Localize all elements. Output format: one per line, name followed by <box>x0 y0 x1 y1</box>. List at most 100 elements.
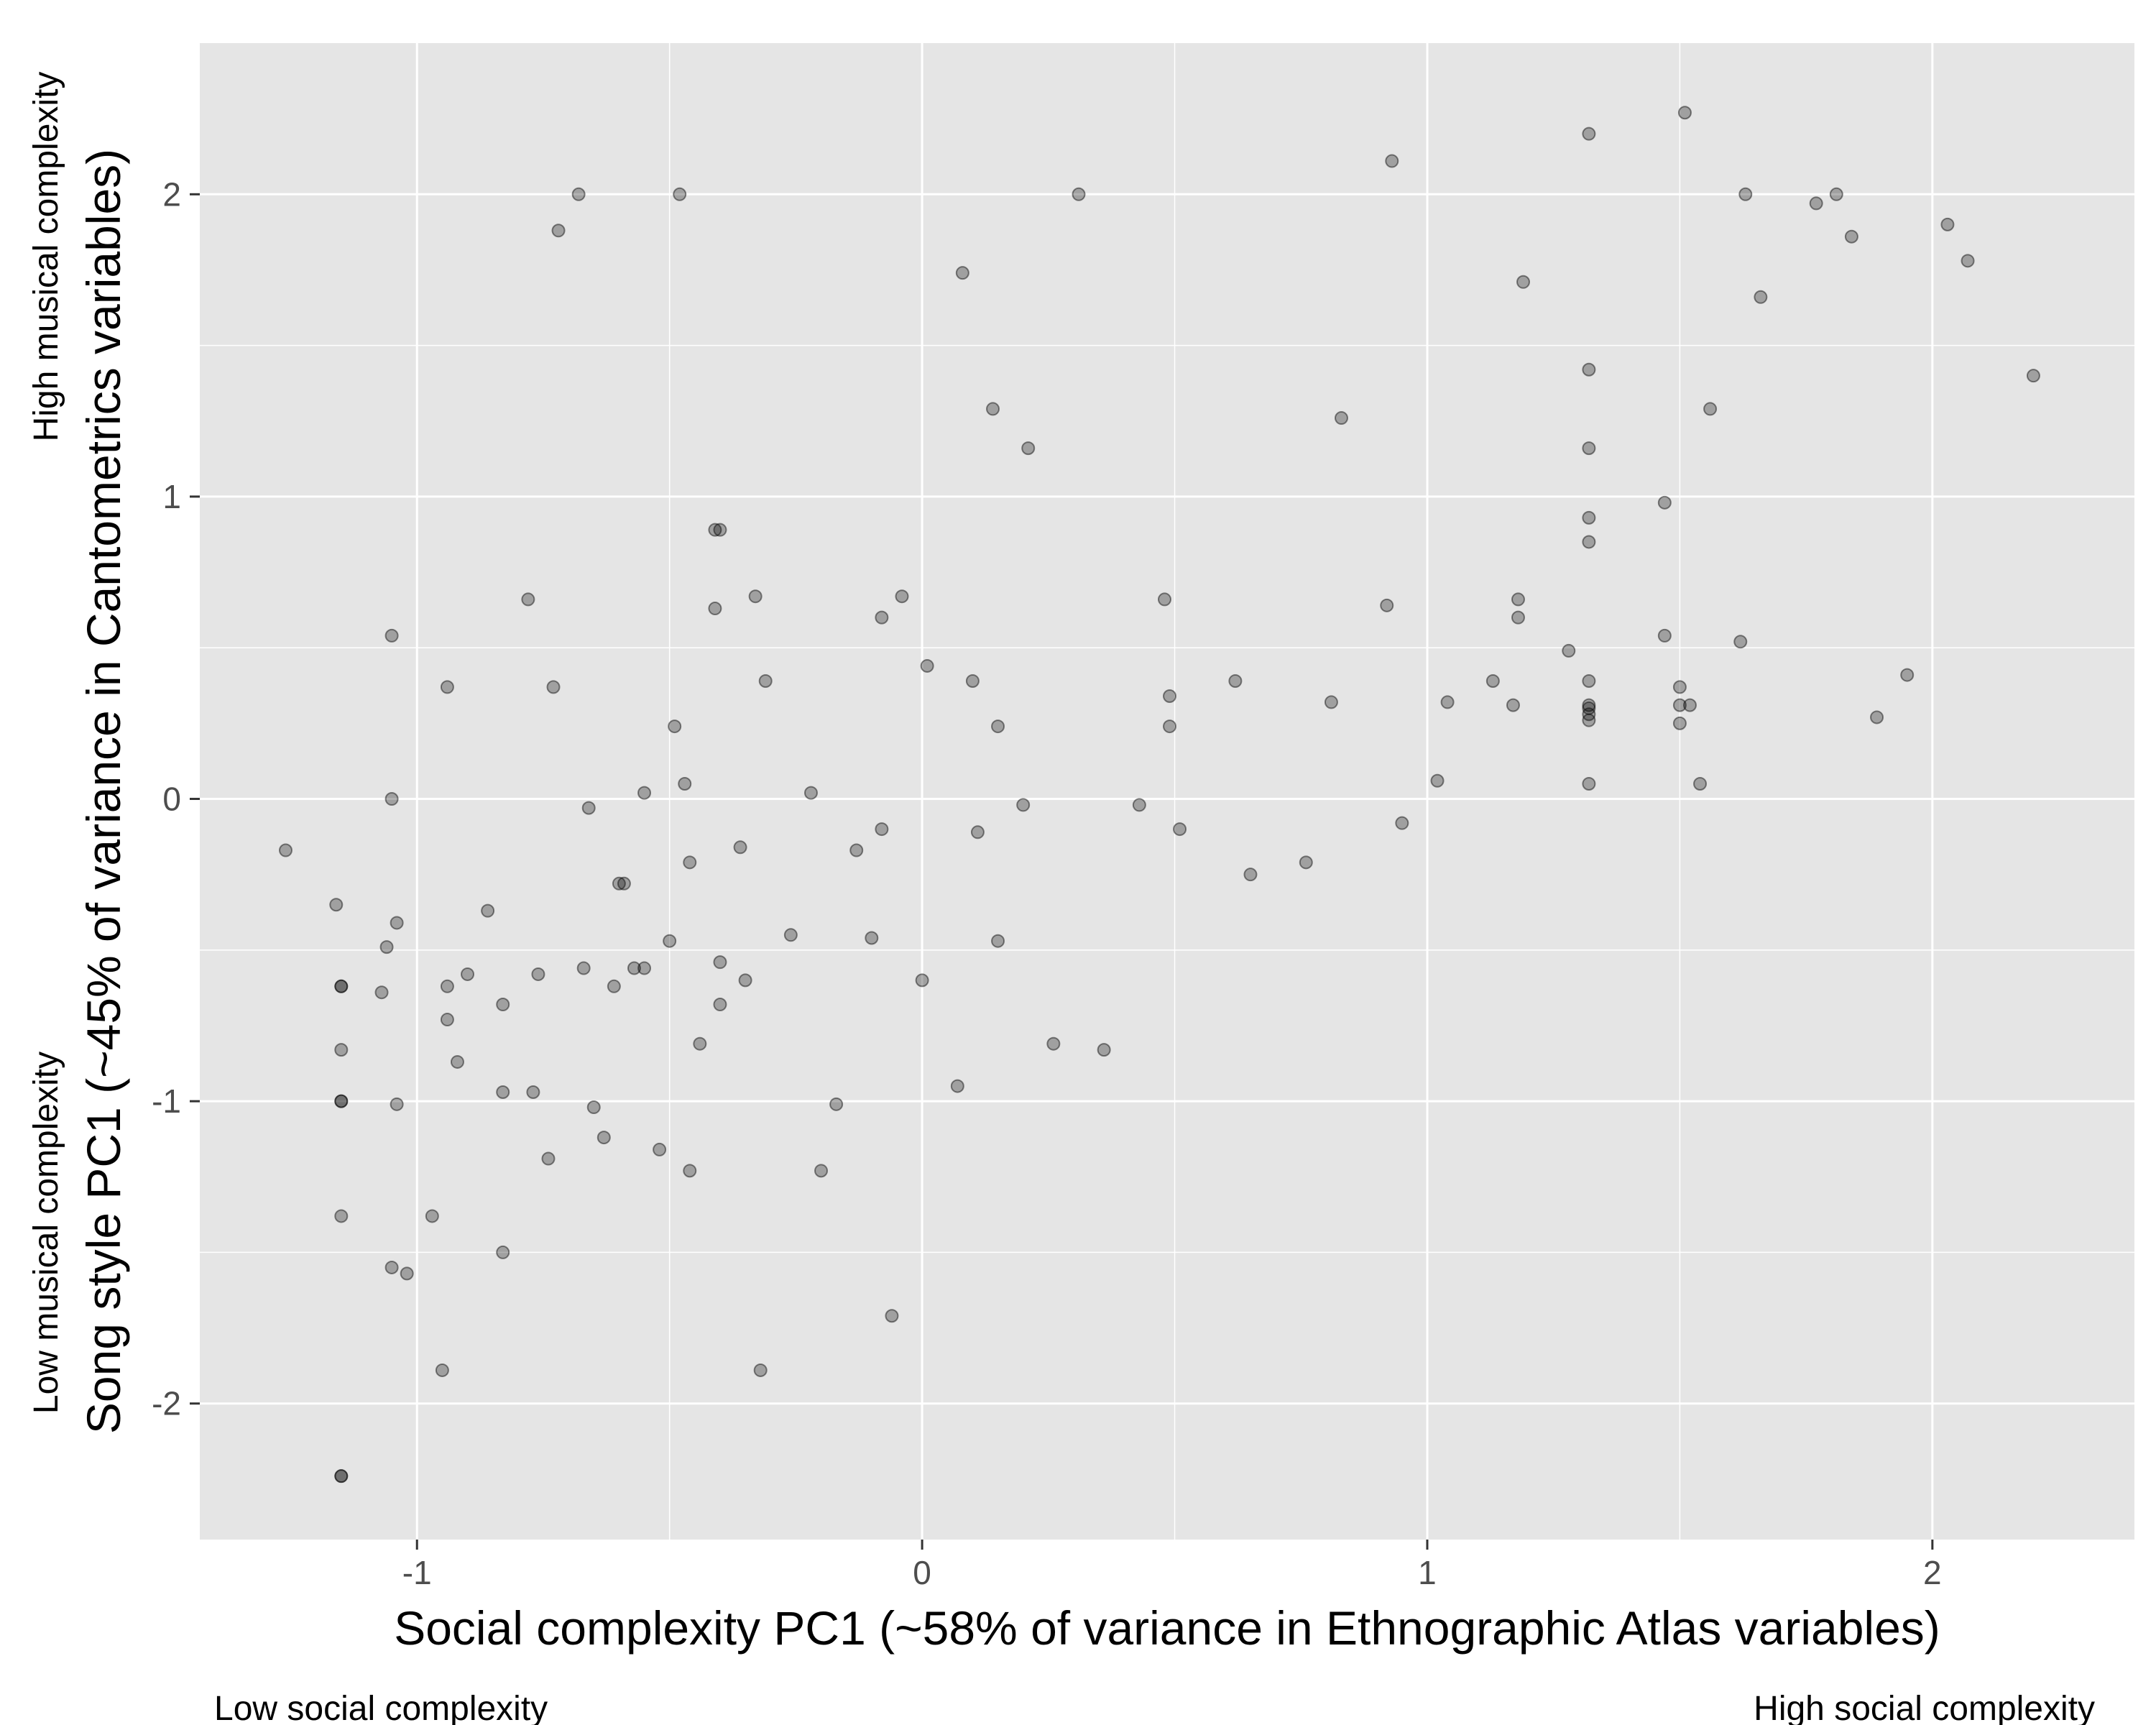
data-point <box>920 658 934 673</box>
data-point <box>1430 773 1445 788</box>
data-point <box>783 928 798 942</box>
data-point <box>875 822 889 837</box>
data-point <box>663 934 677 948</box>
data-points <box>278 106 2040 1484</box>
data-point <box>1829 187 1843 201</box>
data-point <box>334 1209 349 1223</box>
data-point <box>581 801 596 815</box>
y-tick-label: -1 <box>152 1082 181 1120</box>
data-point <box>1440 695 1455 709</box>
data-point <box>1157 592 1171 607</box>
data-point <box>991 934 1005 948</box>
data-point <box>733 840 747 855</box>
data-point <box>374 985 389 1000</box>
data-point <box>607 979 621 993</box>
grid-major <box>200 43 2134 1540</box>
y-low-annotation: Low musical complexity <box>27 1052 65 1414</box>
data-point <box>1844 229 1858 244</box>
data-point <box>753 1363 768 1377</box>
data-point <box>440 1013 454 1027</box>
data-point <box>668 719 682 734</box>
data-point <box>334 1043 349 1057</box>
data-point <box>1072 187 1086 201</box>
data-point <box>1754 290 1768 304</box>
data-point <box>1163 719 1177 734</box>
data-point <box>955 266 969 280</box>
data-point <box>1682 698 1697 712</box>
data-point <box>1511 610 1525 625</box>
data-point <box>1809 196 1823 211</box>
data-point <box>1395 816 1409 830</box>
data-point <box>1657 628 1672 643</box>
data-point <box>693 1036 707 1051</box>
y-tick-label: 1 <box>162 478 181 515</box>
data-point <box>1046 1036 1061 1051</box>
data-point <box>278 843 292 857</box>
data-point <box>1016 798 1031 812</box>
data-point <box>1657 495 1672 510</box>
data-point <box>1173 822 1187 837</box>
data-point <box>329 898 344 912</box>
data-point <box>865 931 879 945</box>
data-point <box>379 940 394 954</box>
data-point <box>461 967 475 981</box>
data-point <box>683 855 697 870</box>
y-axis-title: Song style PC1 (~45% of variance in Cant… <box>77 149 130 1434</box>
data-point <box>1385 154 1399 168</box>
data-point <box>678 776 692 791</box>
x-tick-label: 1 <box>1418 1554 1437 1591</box>
data-point <box>970 825 985 840</box>
data-point <box>748 589 763 604</box>
data-point <box>1506 698 1520 712</box>
plot-panel <box>200 43 2134 1540</box>
data-point <box>1940 217 1955 231</box>
x-high-annotation: High social complexity <box>1754 1690 2095 1725</box>
data-point <box>1672 716 1687 730</box>
data-point <box>713 523 727 537</box>
data-point <box>1870 710 1884 724</box>
data-point <box>334 979 349 993</box>
data-point <box>1163 689 1177 704</box>
data-point <box>1582 707 1596 722</box>
data-point <box>546 680 561 694</box>
data-point <box>627 961 641 975</box>
data-point <box>526 1085 540 1100</box>
data-point <box>496 1245 510 1259</box>
x-axis-title: Social complexity PC1 (~58% of variance … <box>394 1601 1940 1655</box>
data-point <box>1132 798 1146 812</box>
data-point <box>1703 402 1718 416</box>
data-point <box>1672 680 1687 694</box>
data-point <box>384 792 399 806</box>
data-point <box>713 998 727 1012</box>
data-point <box>1733 635 1748 649</box>
data-point <box>496 1085 510 1100</box>
data-point <box>334 979 349 993</box>
data-point <box>390 1097 404 1111</box>
data-point <box>950 1079 964 1093</box>
data-point <box>673 187 687 201</box>
data-point <box>814 1164 829 1178</box>
data-point <box>1097 1043 1111 1057</box>
data-point <box>551 224 566 238</box>
data-point <box>440 979 454 993</box>
data-point <box>1021 441 1036 456</box>
data-point <box>895 589 909 604</box>
y-high-annotation: High musical complexity <box>27 72 65 442</box>
data-point <box>1582 713 1596 727</box>
data-point <box>521 592 535 607</box>
data-point <box>1900 668 1915 682</box>
data-point <box>576 961 591 975</box>
data-point <box>2026 369 2040 383</box>
data-point <box>1738 187 1753 201</box>
data-point <box>617 876 631 891</box>
data-point <box>637 786 652 800</box>
data-point <box>596 1131 611 1145</box>
data-point <box>1243 868 1258 882</box>
data-point <box>400 1266 414 1281</box>
data-point <box>1228 673 1243 688</box>
data-point <box>334 1094 349 1108</box>
data-point <box>1582 701 1596 715</box>
x-axis-ticks: -1 0 1 2 <box>402 1540 1942 1591</box>
data-point <box>334 1469 349 1484</box>
y-tick-label: 2 <box>162 175 181 213</box>
